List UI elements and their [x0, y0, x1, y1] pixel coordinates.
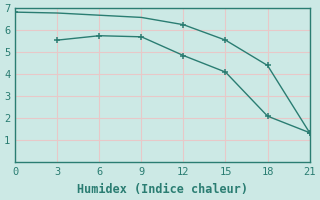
- X-axis label: Humidex (Indice chaleur): Humidex (Indice chaleur): [77, 183, 248, 196]
